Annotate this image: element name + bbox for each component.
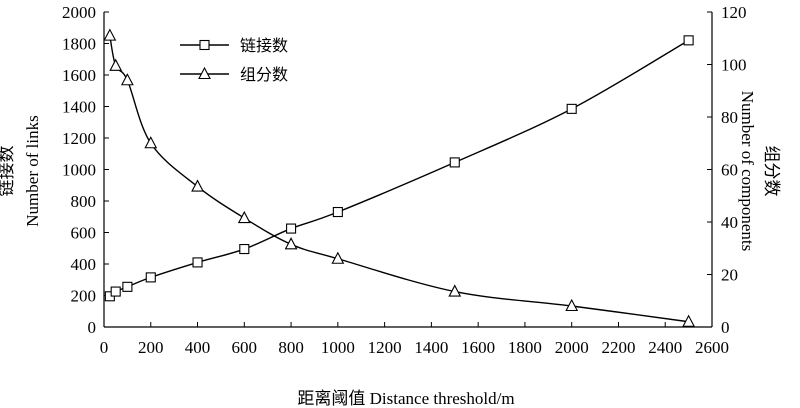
legend-label: 组分数 [240,65,288,84]
left-y-tick-label: 800 [71,192,97,211]
series-2-point [284,237,298,250]
left-y-tick-label: 1400 [62,98,96,117]
x-tick-label: 800 [278,338,304,357]
series-1-point [566,103,577,114]
series-1-point [683,35,694,46]
right-y-tick-label: 60 [721,161,738,180]
series-1 [104,35,694,302]
series-1-point [122,281,133,292]
left-y-tick-label: 1200 [62,129,96,148]
left-y-tick-label: 1600 [62,66,96,85]
x-tick-label: 1200 [368,338,402,357]
series-2-point [120,73,134,86]
x-tick-label: 0 [100,338,109,357]
left-y-tick-label: 400 [71,255,97,274]
left-y-tick-label: 1000 [62,161,96,180]
left-axis-title-cn: 链接数 [0,146,16,197]
x-axis-ticks: 0 200 400 600 800 1000 1200 1400 1600 1800 2000 220… [100,322,729,357]
series-1-point [145,272,156,283]
x-tick-label: 1600 [461,338,495,357]
series-2-point [237,210,251,224]
right-y-tick-label: 20 [721,266,738,285]
legend-item-1: 链接数 [180,36,288,55]
x-tick-label: 200 [138,338,164,357]
left-y-tick-label: 600 [71,224,97,243]
series-2-point [103,28,117,41]
right-y-tick-label: 100 [721,56,747,75]
series-1-point [192,257,203,268]
right-y-tick-label: 80 [721,108,738,127]
legend-label: 链接数 [240,36,288,55]
left-y-tick-label: 1800 [62,35,96,54]
legend-triangle-marker [198,66,211,80]
x-tick-label: 1400 [414,338,448,357]
series-2-line [109,35,689,323]
legend-square-marker [199,39,210,51]
series-1-point [332,206,343,218]
x-tick-label: 600 [232,338,258,357]
left-y-tick-label: 0 [88,318,97,337]
series-2-point [331,251,345,264]
right-y-tick-label: 40 [721,213,738,232]
left-axis-title: 链接数 Number of links [0,115,42,226]
series-1-point [286,223,297,234]
series-2-point [682,314,696,327]
left-axis-title-en: Number of links [23,115,42,226]
x-axis-title: 距离阈值 Distance threshold/m [297,389,514,408]
series-2-point [144,136,158,149]
x-tick-label: 2000 [555,338,589,357]
series-2-point [109,58,123,71]
x-tick-label: 2400 [648,338,682,357]
right-axis-title: 组分数 Number of components [738,91,781,252]
series-2-point [448,284,462,297]
x-tick-label: 400 [185,338,211,357]
x-tick-label: 1000 [321,338,355,357]
series-2 [103,28,696,327]
series-layer [103,28,696,327]
series-1-point [449,157,460,168]
right-axis-title-cn: 组分数 [762,146,781,197]
series-1-point [239,243,250,255]
left-y-tick-label: 200 [71,287,97,306]
series-2-point [191,179,204,192]
right-y-tick-label: 120 [721,3,747,22]
x-tick-label: 2600 [695,338,729,357]
x-tick-label: 2200 [601,338,635,357]
left-y-axis-ticks: 0 200 400 600 800 1000 1200 1400 1600 1800 2000 [62,3,109,337]
x-tick-label: 1800 [508,338,542,357]
series-1-point [110,286,121,297]
left-y-tick-label: 2000 [62,3,96,22]
right-y-axis-ticks: 0 20 40 60 80 100 120 [707,3,747,337]
right-y-tick-label: 0 [721,318,730,337]
series-2-point [565,298,579,312]
right-axis-title-en: Number of components [738,91,757,252]
legend-item-2: 组分数 [180,65,288,84]
